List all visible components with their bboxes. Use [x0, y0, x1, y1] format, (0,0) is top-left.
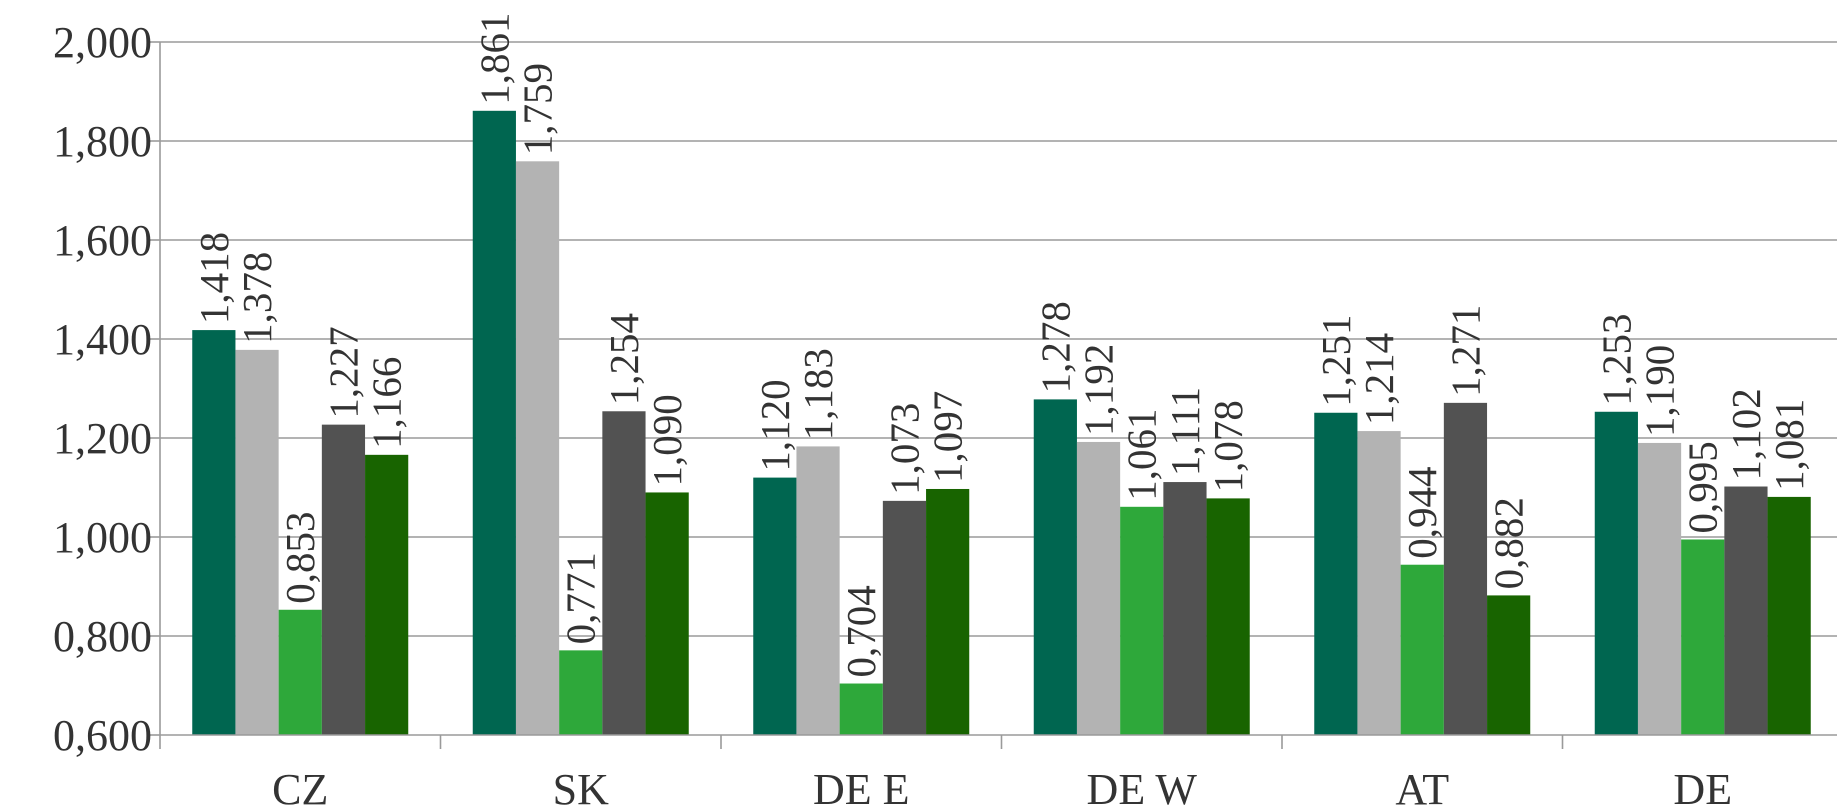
data-label: 1,073	[881, 403, 927, 495]
data-label: 1,102	[1723, 388, 1769, 480]
data-label: 1,214	[1356, 333, 1402, 425]
y-tick-label: 0,800	[53, 612, 152, 661]
data-label: 0,771	[558, 552, 604, 644]
bar	[645, 492, 689, 735]
bar	[1681, 539, 1725, 735]
y-tick-label: 1,400	[53, 315, 152, 364]
bar	[235, 349, 279, 735]
data-label: 1,192	[1076, 344, 1122, 436]
data-label: 1,166	[364, 357, 410, 449]
bar	[1120, 506, 1164, 735]
x-tick-label: DE E	[813, 765, 910, 809]
bar	[1163, 482, 1207, 735]
data-label: 1,090	[644, 394, 690, 486]
data-label: 1,251	[1313, 315, 1359, 407]
data-label: 1,097	[925, 391, 971, 483]
gridlines	[160, 41, 1837, 637]
data-label: 1,759	[515, 63, 561, 155]
x-tick-label: SK	[553, 765, 609, 809]
bar	[1767, 496, 1811, 735]
y-tick-label: 1,000	[53, 513, 152, 562]
x-tick-label: AT	[1395, 765, 1449, 809]
data-label: 1,271	[1442, 305, 1488, 397]
bar	[1487, 595, 1531, 735]
y-tick-label: 1,200	[53, 414, 152, 463]
bar	[1443, 402, 1488, 735]
data-label: 0,882	[1486, 497, 1532, 589]
bar	[1594, 411, 1638, 735]
bar	[559, 650, 603, 735]
y-tick-label: 0,600	[53, 711, 152, 760]
bar	[515, 161, 560, 736]
data-label: 1,078	[1205, 400, 1251, 492]
data-label: 1,227	[320, 326, 366, 418]
data-label: 1,120	[752, 379, 798, 471]
data-label: 1,278	[1032, 301, 1078, 393]
data-label: 1,254	[601, 313, 647, 405]
data-label: 1,183	[795, 348, 841, 440]
bar	[472, 110, 516, 736]
bar	[1400, 564, 1444, 735]
data-label: 1,861	[471, 13, 517, 105]
data-label: 1,190	[1637, 345, 1683, 437]
bar	[839, 683, 883, 735]
data-label: 1,111	[1162, 387, 1208, 476]
bar	[926, 488, 970, 735]
bar	[278, 609, 322, 735]
data-label: 0,995	[1680, 441, 1726, 533]
data-label: 1,061	[1119, 409, 1165, 501]
y-tick-label: 2,000	[53, 18, 152, 67]
bar	[1206, 498, 1250, 735]
y-tick-label: 1,600	[53, 216, 152, 265]
bar	[192, 330, 236, 735]
data-label: 0,944	[1399, 466, 1445, 558]
data-label: 1,253	[1593, 314, 1639, 406]
bars	[192, 110, 1811, 736]
x-tick-label: CZ	[272, 765, 328, 809]
data-label: 0,853	[277, 512, 323, 604]
bar	[1076, 441, 1121, 735]
bar	[321, 424, 366, 735]
bar	[753, 477, 797, 735]
bar	[1724, 486, 1768, 735]
data-label: 1,378	[234, 252, 280, 344]
bar	[796, 446, 840, 735]
bar	[602, 411, 646, 735]
x-tick-label: DE	[1673, 765, 1732, 809]
y-tick-label: 1,800	[53, 117, 152, 166]
y-axis: 0,600 0,800 1,000 1,200 1,400 1,600 1,800 2,000	[53, 18, 161, 760]
bar	[1314, 412, 1358, 735]
x-tick-label: DE W	[1087, 765, 1198, 809]
data-label: 1,418	[191, 232, 237, 324]
data-label: 1,081	[1766, 399, 1812, 491]
data-label: 0,704	[838, 585, 884, 677]
bar	[882, 500, 927, 735]
bar	[365, 454, 409, 735]
x-axis: CZ SK DE E DE W AT DE	[159, 734, 1837, 809]
bar	[1357, 431, 1401, 735]
bar	[1637, 442, 1682, 735]
bar	[1033, 399, 1077, 735]
